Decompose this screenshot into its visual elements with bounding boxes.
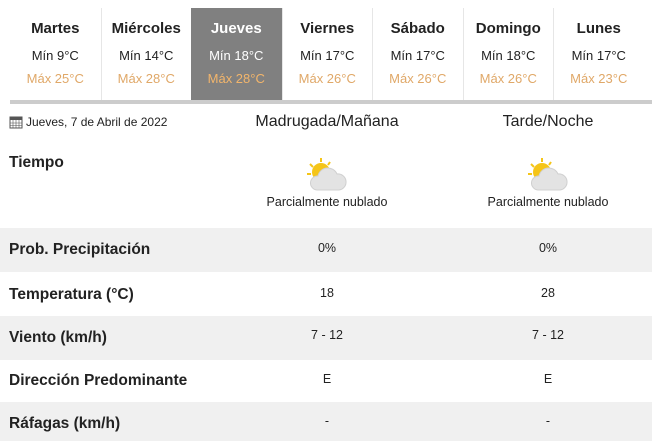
day-name: Sábado xyxy=(390,20,445,37)
max-temp: Máx 25°C xyxy=(26,71,84,86)
tab-viernes[interactable]: Viernes Mín 17°C Máx 26°C xyxy=(281,8,373,100)
day-name: Lunes xyxy=(576,20,621,37)
cell: 28 xyxy=(541,286,555,300)
row-label: Viento (km/h) xyxy=(9,329,107,346)
row-label: Dirección Predominante xyxy=(9,372,188,389)
row-label: Ráfagas (km/h) xyxy=(9,415,121,432)
max-temp: Máx 26°C xyxy=(479,71,537,86)
row-label: Prob. Precipitación xyxy=(9,241,151,258)
row-gusts: Ráfagas (km/h) - - xyxy=(0,402,652,441)
weather-desc: Parcialmente nublado xyxy=(487,195,609,209)
max-temp: Máx 26°C xyxy=(298,71,356,86)
min-temp: Mín 18°C xyxy=(481,48,536,63)
cell: 7 - 12 xyxy=(532,328,564,342)
min-temp: Mín 17°C xyxy=(390,48,445,63)
row-precip: Prob. Precipitación 0% 0% xyxy=(0,228,652,272)
min-temp: Mín 9°C xyxy=(31,48,79,63)
cell: 0% xyxy=(538,241,558,255)
selected-date: Jueves, 7 de Abril de 2022 xyxy=(9,115,167,129)
day-name: Martes xyxy=(31,20,80,37)
day-name: Domingo xyxy=(475,20,541,37)
period-header: Madrugada/Mañana xyxy=(255,113,399,130)
max-temp: Máx 28°C xyxy=(207,71,265,86)
tab-domingo[interactable]: Domingo Mín 18°C Máx 26°C xyxy=(462,8,554,100)
min-temp: Mín 17°C xyxy=(300,48,355,63)
min-temp: Mín 17°C xyxy=(571,48,626,63)
tab-jueves[interactable]: Jueves Mín 18°C Máx 28°C xyxy=(191,8,282,100)
calendar-icon xyxy=(9,116,23,129)
weather-cell: Parcialmente nublado xyxy=(227,156,427,209)
day-name: Jueves xyxy=(210,20,262,37)
tab-miercoles[interactable]: Miércoles Mín 14°C Máx 28°C xyxy=(100,8,192,100)
weather-cell: Parcialmente nublado xyxy=(448,156,648,209)
cell: E xyxy=(543,372,553,386)
cell: E xyxy=(322,372,332,386)
period-header: Tarde/Noche xyxy=(502,113,594,130)
day-name: Viernes xyxy=(300,20,355,37)
min-temp: Mín 18°C xyxy=(209,48,264,63)
weather-desc: Parcialmente nublado xyxy=(266,195,388,209)
cell: 18 xyxy=(320,286,334,300)
cell: 0% xyxy=(317,241,337,255)
tab-lunes[interactable]: Lunes Mín 17°C Máx 23°C xyxy=(553,8,644,100)
cell: 7 - 12 xyxy=(311,328,343,342)
row-temp: Temperatura (°C) 18 28 xyxy=(0,272,652,316)
tabs-divider xyxy=(10,100,652,104)
tab-sabado[interactable]: Sábado Mín 17°C Máx 26°C xyxy=(372,8,463,100)
partly-cloudy-icon xyxy=(307,158,347,191)
row-wind: Viento (km/h) 7 - 12 7 - 12 xyxy=(0,316,652,360)
min-temp: Mín 14°C xyxy=(119,48,174,63)
max-temp: Máx 28°C xyxy=(117,71,175,86)
tab-martes[interactable]: Martes Mín 9°C Máx 25°C xyxy=(10,8,101,100)
day-tabs: Martes Mín 9°C Máx 25°C Miércoles Mín 14°C M… xyxy=(10,8,652,100)
date-text: Jueves, 7 de Abril de 2022 xyxy=(26,115,168,129)
row-label: Temperatura (°C) xyxy=(9,286,134,303)
day-name: Miércoles xyxy=(111,20,181,37)
row-label: Tiempo xyxy=(9,154,64,171)
cell: - xyxy=(545,414,551,428)
row-tiempo: Tiempo Parcialmente nublado Parcialmente… xyxy=(0,140,652,228)
row-direction: Dirección Predominante E E xyxy=(0,360,652,402)
max-temp: Máx 23°C xyxy=(570,71,628,86)
max-temp: Máx 26°C xyxy=(389,71,447,86)
partly-cloudy-icon xyxy=(528,158,568,191)
cell: - xyxy=(324,414,330,428)
